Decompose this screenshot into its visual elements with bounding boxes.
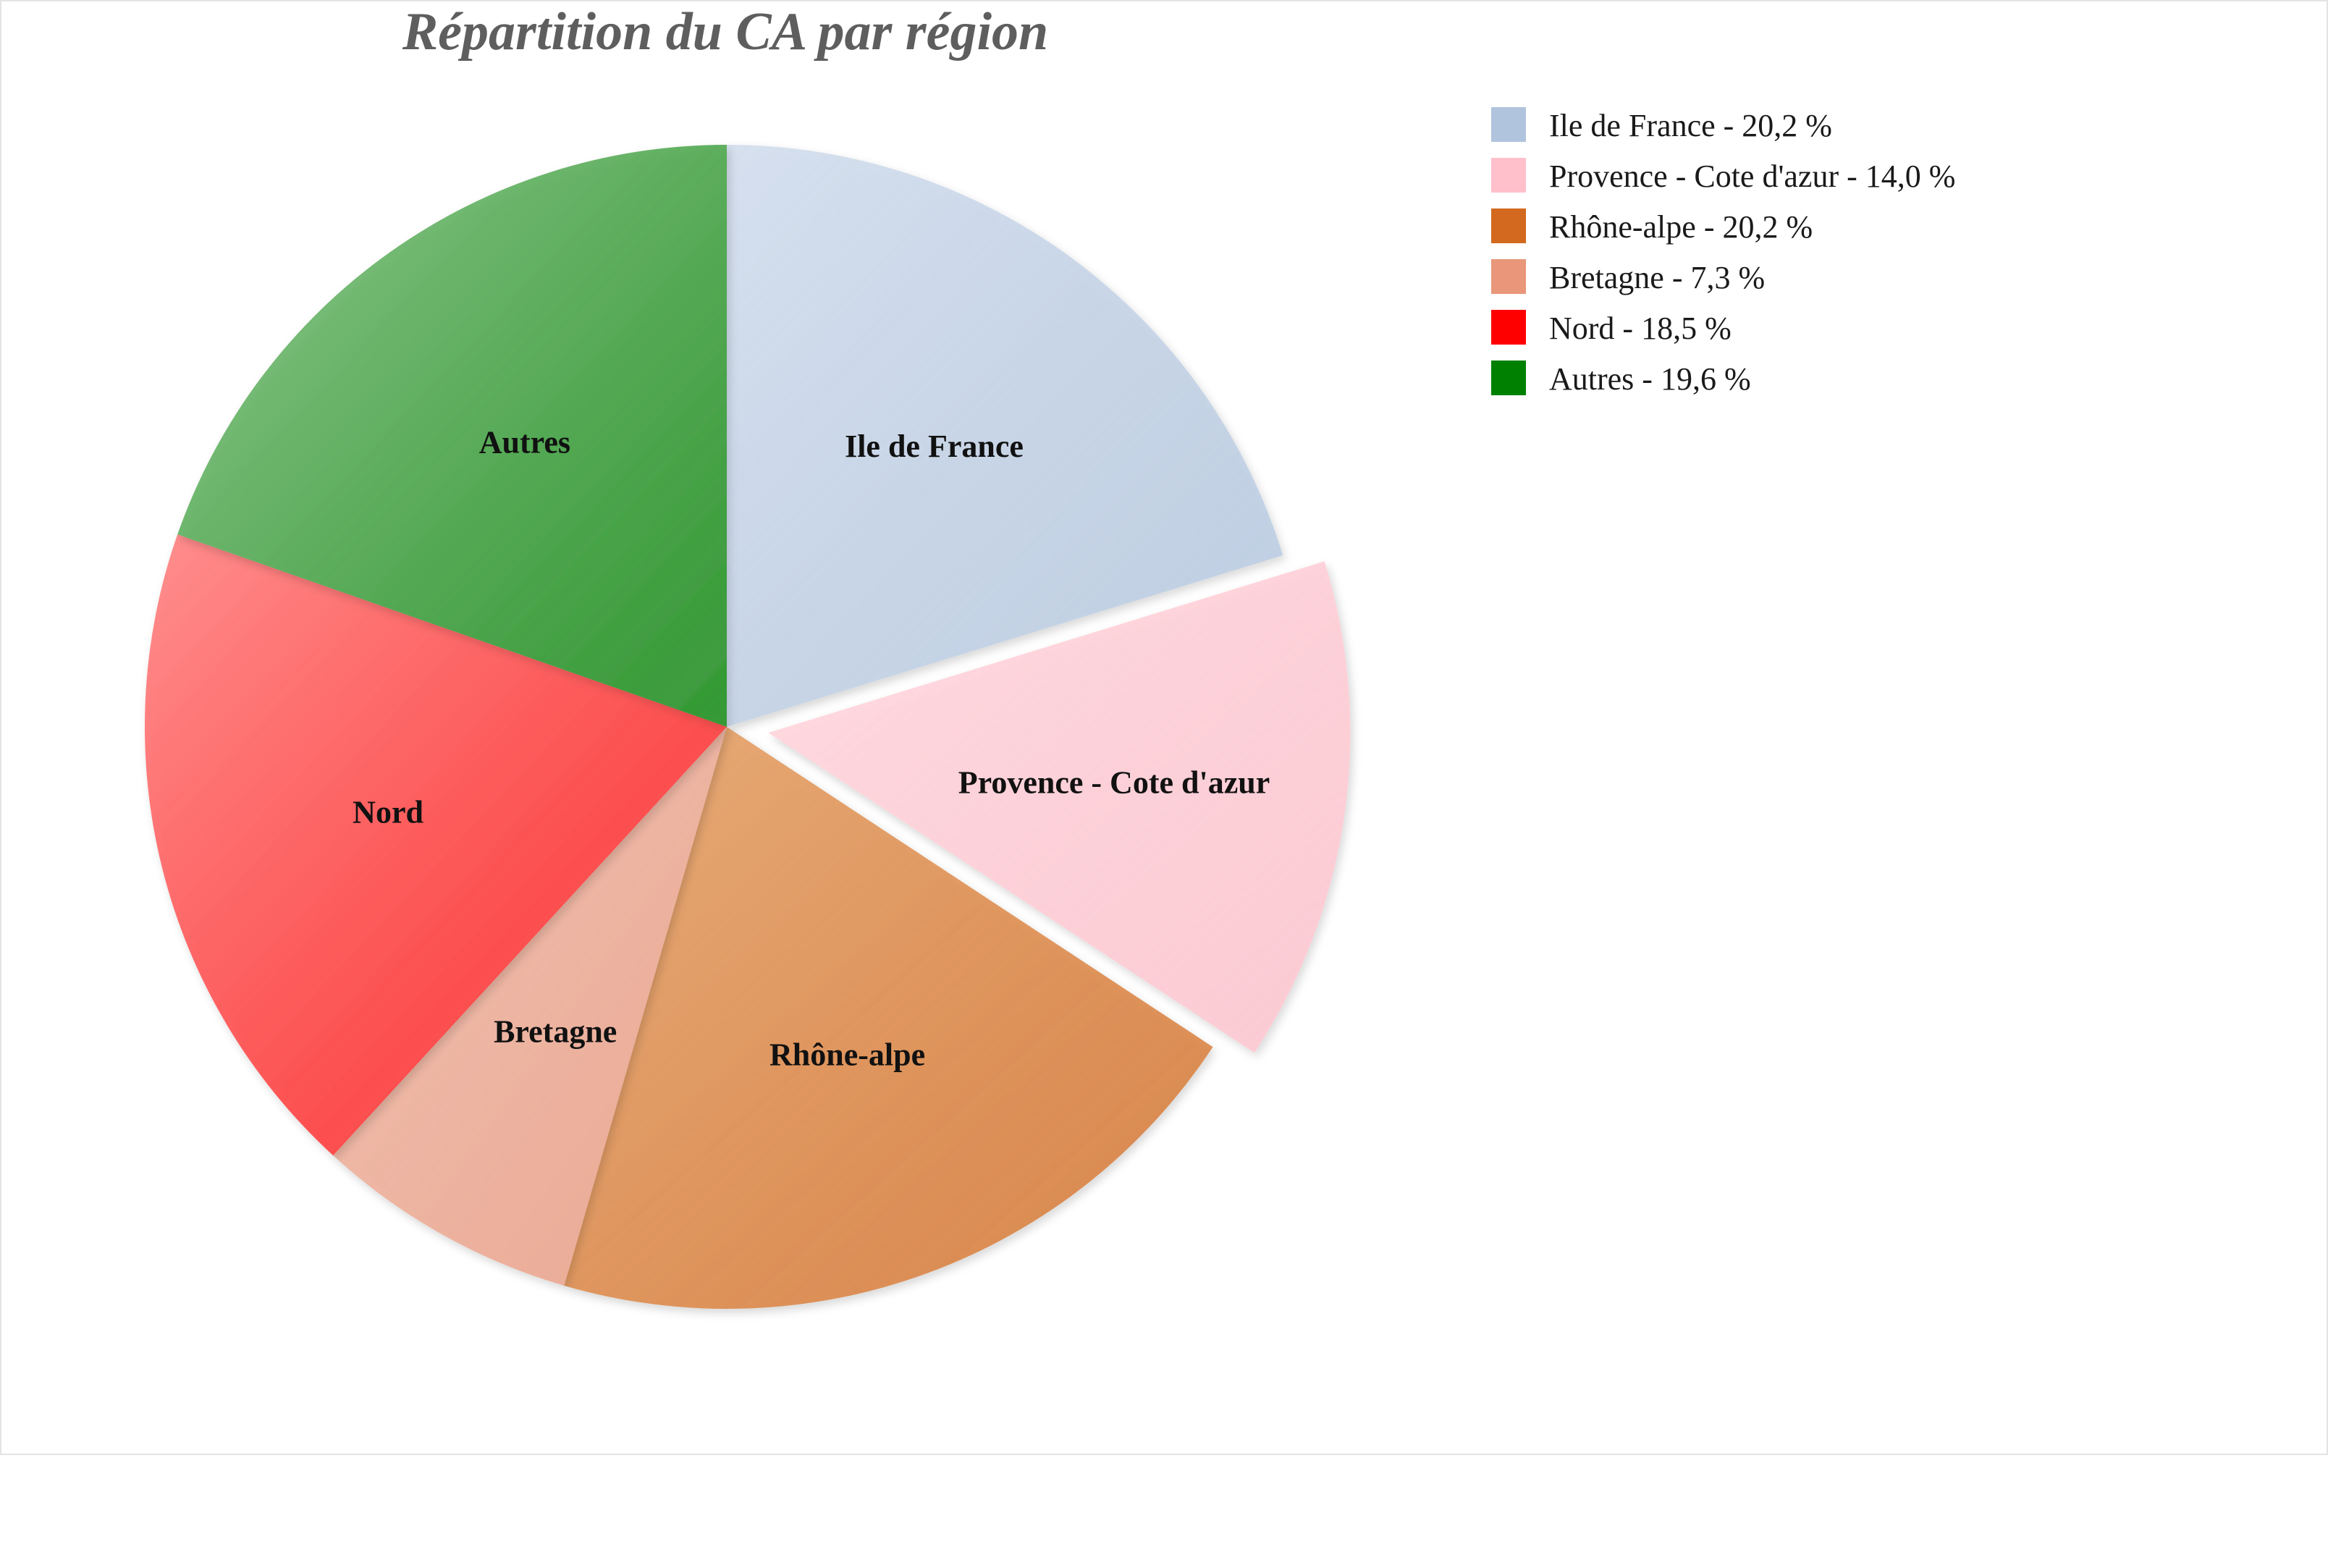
slice-label-3: Bretagne — [494, 1013, 617, 1049]
chart-title: Répartition du CA par région — [402, 2, 1048, 62]
pie-slice-4 — [144, 534, 728, 1156]
legend-entry-5: Autres - 19,6 % — [1549, 361, 1751, 397]
pie-slices — [144, 145, 1351, 1309]
legend-swatch-2 — [1491, 208, 1526, 243]
legend-entry-4: Nord - 18,5 % — [1549, 311, 1732, 346]
legend-entry-0: Ile de France - 20,2 % — [1549, 108, 1832, 143]
slice-label-5: Autres — [479, 425, 570, 460]
legend: Ile de France - 20,2 % Provence - Cote d'… — [1491, 107, 1955, 397]
pie-slice-3 — [333, 727, 728, 1286]
pie-slice-5 — [177, 145, 727, 727]
slice-label-4: Nord — [353, 794, 423, 830]
legend-entry-1: Provence - Cote d'azur - 14,0 % — [1549, 159, 1955, 194]
legend-swatch-1 — [1491, 158, 1526, 193]
pie-slice-2 — [564, 727, 1213, 1309]
slice-label-2: Rhône-alpe — [769, 1037, 925, 1073]
legend-entry-2: Rhône-alpe - 20,2 % — [1549, 209, 1813, 245]
legend-swatch-0 — [1491, 107, 1526, 142]
slice-label-0: Ile de France — [845, 429, 1024, 464]
legend-swatch-3 — [1491, 259, 1526, 294]
legend-entry-3: Bretagne - 7,3 % — [1549, 260, 1765, 295]
slice-labels: Ile de France Provence - Cote d'azur Rhône… — [353, 425, 1270, 1073]
pie-slice-0 — [727, 145, 1283, 727]
slice-label-1: Provence - Cote d'azur — [958, 764, 1270, 800]
legend-swatch-4 — [1491, 310, 1526, 345]
pie-slice-1 — [768, 561, 1351, 1053]
legend-swatch-5 — [1491, 361, 1526, 395]
